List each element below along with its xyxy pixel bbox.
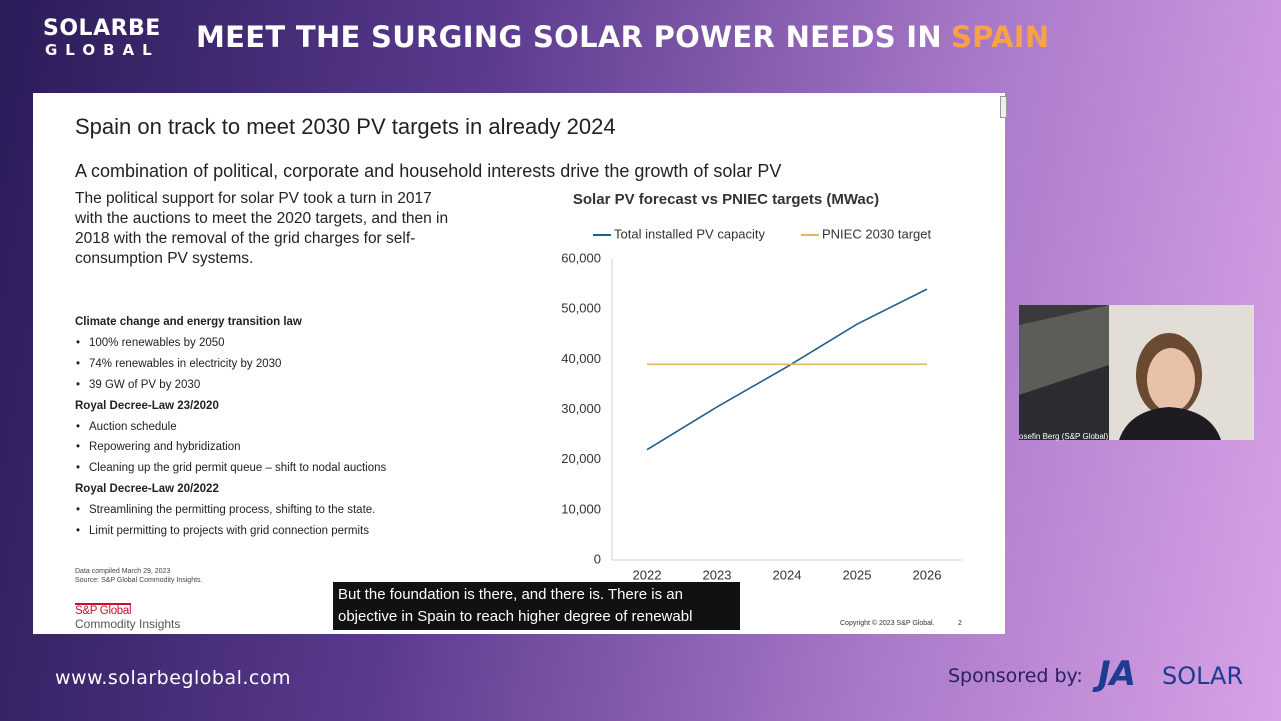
brand-logo: SOLARBE bbox=[43, 16, 161, 41]
sp-logo: S&P Global bbox=[75, 603, 132, 617]
section-heading: Climate change and energy transition law bbox=[75, 316, 302, 328]
source-notes: Data compiled March 29, 2023 Source: S&P… bbox=[75, 567, 202, 585]
series-line bbox=[646, 288, 928, 451]
bullet: 100% renewables by 2050 bbox=[75, 333, 386, 354]
website-url[interactable]: www.solarbeglobal.com bbox=[55, 667, 291, 689]
x-tick-label: 2022 bbox=[633, 567, 662, 582]
chart-title: Solar PV forecast vs PNIEC targets (MWac… bbox=[573, 191, 879, 208]
y-tick-label: 40,000 bbox=[561, 351, 601, 366]
bullet: 74% renewables in electricity by 2030 bbox=[75, 354, 386, 375]
x-tick-label: 2023 bbox=[703, 567, 732, 582]
legend-label: PNIEC 2030 target bbox=[822, 226, 932, 241]
caption-line: But the foundation is there, and there i… bbox=[338, 586, 683, 603]
live-captions: But the foundation is there, and there i… bbox=[333, 582, 740, 630]
banner-title-text: MEET THE SURGING SOLAR POWER NEEDS IN bbox=[196, 20, 942, 54]
section-heading: Royal Decree-Law 20/2022 bbox=[75, 483, 219, 496]
y-tick-label: 30,000 bbox=[561, 401, 601, 416]
text-line: consumption PV systems. bbox=[75, 250, 254, 267]
banner-title-highlight: SPAIN bbox=[950, 20, 1050, 54]
slide-paragraph: The political support for solar PV took … bbox=[75, 189, 448, 269]
webcam-name: osefin Berg (S&P Global) bbox=[1019, 432, 1109, 441]
webcam-feed bbox=[1019, 305, 1254, 440]
y-tick-label: 50,000 bbox=[561, 301, 601, 316]
note: Source: S&P Global Commodity Insights. bbox=[75, 577, 203, 584]
sponsor-logo: JA bbox=[1098, 654, 1136, 694]
bullet: Auction schedule bbox=[75, 417, 386, 438]
note: Data compiled March 29, 2023 bbox=[75, 568, 171, 575]
bullet: Repowering and hybridization bbox=[75, 437, 386, 458]
y-tick-label: 20,000 bbox=[561, 451, 601, 466]
scrollbar[interactable] bbox=[1000, 96, 1007, 118]
caption-line: objective in Spain to reach higher degre… bbox=[338, 608, 693, 625]
slide-title: Spain on track to meet 2030 PV targets i… bbox=[75, 114, 616, 139]
text-line: The political support for solar PV took … bbox=[75, 190, 432, 207]
webcam-image bbox=[1019, 305, 1254, 440]
page-number: 2 bbox=[958, 620, 962, 627]
banner-title: MEET THE SURGING SOLAR POWER NEEDS IN SPA… bbox=[196, 20, 1049, 54]
sponsor-logo-text: SOLAR bbox=[1162, 662, 1244, 690]
copyright: Copyright © 2023 S&P Global. bbox=[840, 620, 935, 627]
y-tick-label: 60,000 bbox=[561, 250, 601, 265]
bullet: Limit permitting to projects with grid c… bbox=[75, 521, 386, 542]
bullet: Streamlining the permitting process, shi… bbox=[75, 500, 386, 521]
legend-label: Total installed PV capacity bbox=[614, 226, 766, 241]
sponsor-label: Sponsored by: bbox=[948, 665, 1083, 687]
x-tick-label: 2024 bbox=[773, 567, 802, 582]
bullet: Cleaning up the grid permit queue – shif… bbox=[75, 458, 386, 479]
y-tick-label: 10,000 bbox=[561, 501, 601, 516]
section-heading: Royal Decree-Law 23/2020 bbox=[75, 399, 219, 412]
sp-logo-sub: Commodity Insights bbox=[75, 617, 181, 631]
text-line: with the auctions to meet the 2020 targe… bbox=[75, 210, 449, 227]
policy-list: Climate change and energy transition law… bbox=[75, 312, 386, 542]
brand-logo-sub: GLOBAL bbox=[45, 41, 160, 59]
y-tick-label: 0 bbox=[594, 551, 601, 566]
text-line: 2018 with the removal of the grid charge… bbox=[75, 230, 416, 247]
bullet: 39 GW of PV by 2030 bbox=[75, 375, 386, 396]
slide-subtitle: A combination of political, corporate an… bbox=[75, 161, 782, 181]
x-tick-label: 2025 bbox=[843, 567, 872, 582]
x-tick-label: 2026 bbox=[913, 567, 942, 582]
